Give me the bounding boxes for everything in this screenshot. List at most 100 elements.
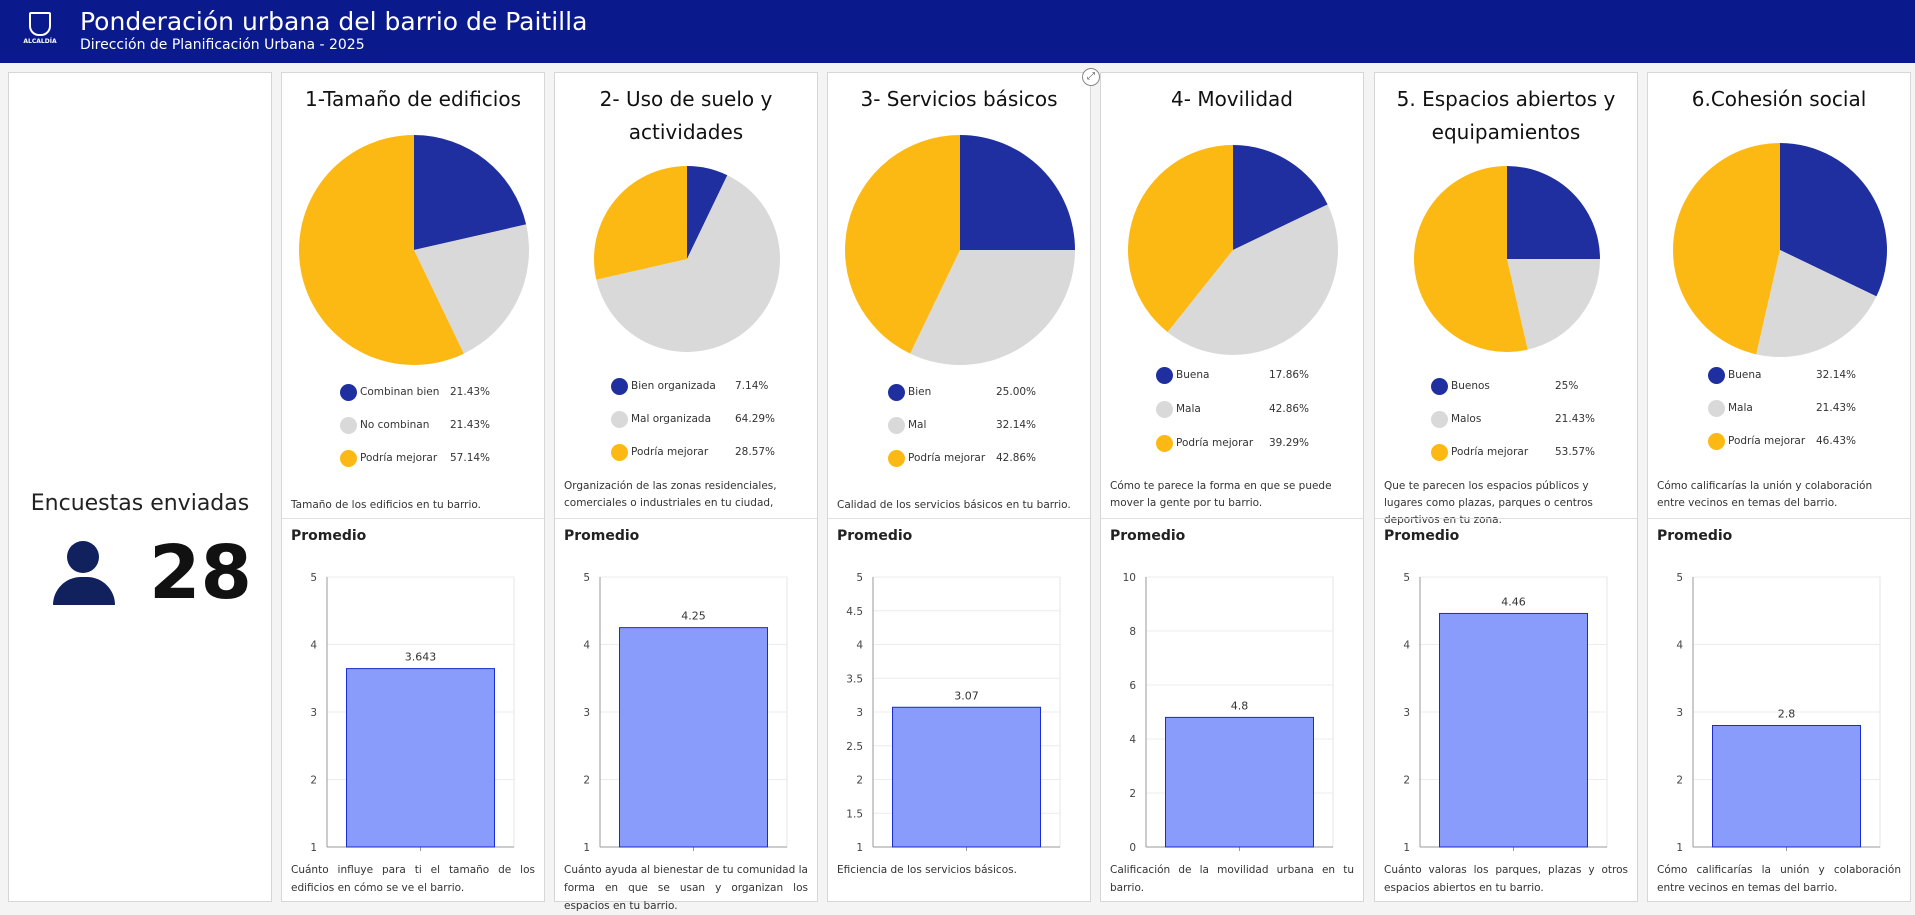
y-tick-label: 5 (1676, 572, 1683, 584)
legend-value: 25% (1555, 380, 1579, 392)
bar-chart[interactable]: 1 2 3 4 5 4.46 (1375, 561, 1639, 861)
pie-slice[interactable] (1507, 259, 1600, 350)
pie-slice[interactable] (298, 135, 464, 365)
panel-description: Cómo te parece la forma en que se puede … (1110, 480, 1332, 509)
legend-swatch (1708, 400, 1725, 417)
legend-swatch (1431, 378, 1448, 395)
bar[interactable] (1165, 716, 1314, 848)
bar-chart[interactable]: 1 2 3 4 5 3.643 (282, 561, 546, 861)
pie-slice[interactable] (1507, 166, 1600, 259)
bar-description: Eficiencia de los servicios básicos. (837, 864, 1017, 876)
panel-description: Calidad de los servicios básicos en tu b… (837, 499, 1071, 511)
legend-label: Buena (1176, 369, 1210, 381)
pie-slice[interactable] (594, 166, 687, 280)
bar-chart[interactable]: 1 2 3 4 5 4.25 (555, 561, 819, 861)
y-tick-label: 2 (1676, 775, 1683, 787)
promedio-title: Promedio (1110, 528, 1186, 544)
y-tick-label: 0 (1129, 842, 1136, 854)
bar-description: Cuánto valoras los parques, plazas y otr… (1384, 864, 1628, 894)
legend-item: Podría mejorar 28.57% (611, 444, 811, 462)
bar-chart[interactable]: 1 1.5 2 2.5 3 3.5 4 4.5 5 3.07 (828, 561, 1092, 861)
app-header: ALCALDÍA Ponderación urbana del barrio d… (0, 0, 1915, 63)
pie-slice[interactable] (414, 224, 529, 354)
legend-label: Podría mejorar (1176, 437, 1254, 449)
y-tick-label: 1 (583, 842, 590, 854)
legend-value: 39.29% (1269, 437, 1310, 449)
y-tick-label: 4 (1129, 734, 1136, 746)
pie-chart[interactable] (1671, 141, 1889, 359)
panel-title: 6.Cohesión social (1691, 87, 1867, 111)
pie-slice[interactable] (596, 175, 780, 352)
bar-chart[interactable]: 1 2 3 4 5 2.8 (1648, 561, 1912, 861)
bar-chart[interactable]: 0 2 4 6 8 10 4.8 (1101, 561, 1365, 861)
legend-value: 32.14% (1816, 369, 1857, 381)
expand-icon[interactable]: ⤢ (1082, 68, 1100, 86)
promedio-title: Promedio (564, 528, 640, 544)
survey-panel: 6.Cohesión social Buena 32.14% Mala 21.43% Po… (1647, 72, 1911, 902)
panel-description: Organización de las zonas residenciales,… (564, 480, 777, 509)
pie-slice[interactable] (1780, 143, 1887, 297)
y-tick-label: 4 (1403, 640, 1410, 652)
legend-item: Mal 32.14% (888, 417, 1088, 435)
pie-slice[interactable] (910, 250, 1075, 365)
pie-slice[interactable] (845, 135, 960, 354)
promedio-title: Promedio (837, 528, 913, 544)
pie-chart[interactable] (1412, 164, 1602, 354)
bar[interactable] (1439, 612, 1588, 848)
bar[interactable] (346, 668, 495, 848)
bar-value-label: 4.46 (1501, 595, 1526, 608)
y-tick-label: 1 (1403, 842, 1410, 854)
bar[interactable] (892, 706, 1041, 848)
legend-swatch (340, 450, 357, 467)
pie-slice[interactable] (960, 135, 1075, 250)
pie-chart[interactable] (843, 133, 1077, 367)
y-tick-label: 3 (583, 707, 590, 719)
bar-value-label: 3.643 (405, 651, 437, 664)
legend-value: 46.43% (1816, 435, 1857, 447)
pie-chart[interactable] (592, 164, 782, 354)
panel-title: 5. Espacios abiertos y equipamientos (1396, 87, 1616, 144)
legend-item: Malos 21.43% (1431, 411, 1631, 429)
panel-title: 1-Tamaño de edificios (305, 87, 521, 111)
bar-value-label: 2.8 (1778, 708, 1796, 721)
bar[interactable] (1712, 725, 1861, 848)
legend-label: Podría mejorar (1451, 446, 1529, 458)
pie-slice[interactable] (1756, 250, 1877, 357)
pie-slice[interactable] (1167, 204, 1338, 356)
legend-item: No combinan 21.43% (340, 417, 540, 435)
kpi-value: 28 (149, 530, 252, 616)
bar[interactable] (619, 627, 768, 848)
legend-swatch (1708, 367, 1725, 384)
bar-description: Cuánto influye para ti el tamaño de los … (291, 864, 535, 894)
y-tick-label: 4 (583, 640, 590, 652)
y-tick-label: 4 (856, 640, 863, 652)
legend-item: Bien organizada 7.14% (611, 378, 811, 396)
divider (828, 518, 1090, 519)
legend-swatch (1708, 433, 1725, 450)
y-tick-label: 4 (1676, 640, 1683, 652)
pie-slice[interactable] (1128, 145, 1233, 333)
y-tick-label: 3 (856, 707, 863, 719)
dashboard-title: Ponderación urbana del barrio de Paitill… (80, 7, 588, 36)
divider (1648, 518, 1910, 519)
legend-swatch (611, 378, 628, 395)
pie-chart[interactable] (1126, 143, 1340, 357)
pie-slice[interactable] (1673, 143, 1780, 355)
pie-slice[interactable] (687, 166, 728, 259)
legend-value: 17.86% (1269, 369, 1310, 381)
legend-value: 28.57% (735, 446, 776, 458)
legend-item: Podría mejorar 39.29% (1156, 435, 1356, 453)
pie-slice[interactable] (414, 135, 527, 250)
panel-title: 4- Movilidad (1171, 87, 1293, 111)
legend-item: Buena 32.14% (1708, 367, 1908, 385)
legend-label: Malos (1451, 413, 1482, 425)
dashboard-subtitle: Dirección de Planificación Urbana - 2025 (80, 37, 365, 53)
pie-chart[interactable] (297, 133, 531, 367)
bar-description: Cómo calificarías la unión y colaboració… (1657, 864, 1901, 894)
pie-slice[interactable] (1414, 166, 1528, 352)
legend-value: 21.43% (450, 419, 491, 431)
shield-icon (29, 12, 51, 36)
legend-value: 21.43% (1816, 402, 1857, 414)
legend-item: Podría mejorar 42.86% (888, 450, 1088, 468)
pie-slice[interactable] (1233, 145, 1328, 250)
